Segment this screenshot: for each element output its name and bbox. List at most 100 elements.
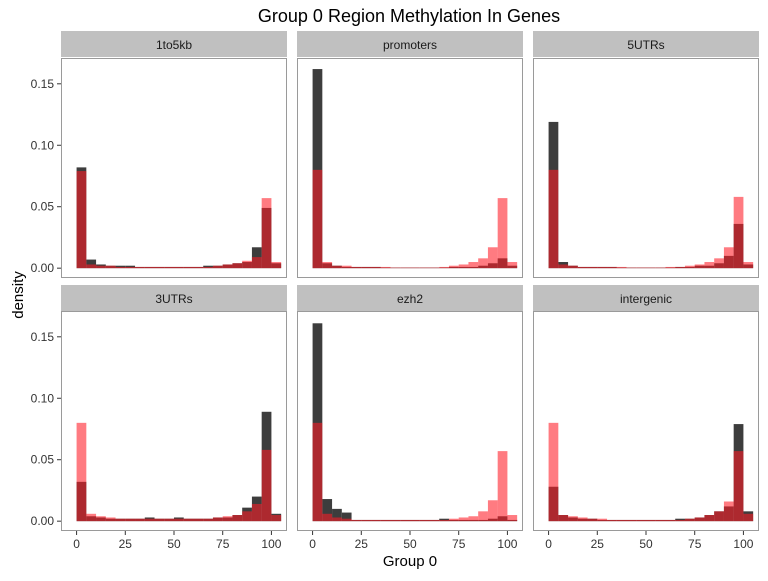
x-tick-label: 75 [452, 537, 466, 551]
bar-red [616, 519, 627, 522]
x-tick-label: 0 [309, 537, 316, 551]
x-tick-label: 75 [216, 537, 230, 551]
x-tick-label: 25 [591, 537, 605, 551]
bar-red [86, 264, 97, 269]
bar-red [86, 513, 97, 522]
x-axis-label: Group 0 [383, 553, 437, 570]
bar-dark [341, 512, 352, 522]
bar-red [96, 516, 106, 522]
bar-red [487, 247, 498, 269]
bar-red [410, 519, 420, 522]
bar-red [665, 266, 676, 269]
bar-dark [312, 323, 323, 522]
bar-dark [86, 259, 97, 269]
panel-background [297, 311, 523, 531]
bar-red [76, 171, 87, 269]
panel-border [297, 311, 523, 531]
bar-red [135, 518, 145, 522]
bar-red [587, 518, 598, 522]
bar-red [371, 519, 381, 522]
bar-red [322, 262, 333, 269]
bar-red [183, 266, 194, 269]
bar-red [115, 518, 126, 522]
bar-red [626, 267, 637, 269]
bar-red [429, 267, 440, 269]
bar-red [558, 264, 569, 269]
bar-red [597, 518, 608, 522]
bar-red [468, 516, 479, 522]
bar-red [261, 198, 272, 269]
panel-border [297, 58, 523, 278]
panel-background [297, 58, 523, 278]
bar-red [242, 260, 252, 269]
bar-red [743, 513, 754, 522]
x-tick-label: 0 [73, 537, 80, 551]
bar-red [222, 516, 233, 522]
bar-red [115, 266, 126, 269]
bar-red [341, 265, 352, 269]
facet-strip-label: promoters [383, 38, 437, 52]
bar-red [497, 198, 508, 269]
bar-red [203, 266, 213, 269]
bar-red [174, 266, 184, 269]
x-tick-label: 100 [733, 537, 753, 551]
bar-red [271, 515, 282, 522]
bar-red [478, 258, 488, 269]
y-tick-label: 0.05 [31, 200, 55, 214]
bar-red [636, 519, 646, 522]
bar-red [174, 518, 184, 522]
panel-border [533, 311, 759, 531]
bar-red [351, 519, 362, 522]
bar-red [646, 267, 656, 269]
facet-panel-ezh2: ezh2 0 25 50 75 100 [297, 285, 523, 551]
facet-panel-3utrs: 3UTRs 0.00 0.05 0.10 0.15 0 25 50 75 100 [31, 285, 287, 551]
bar-red [341, 518, 352, 522]
bar-red [568, 516, 578, 522]
bar-red [361, 519, 372, 522]
bar-dark [322, 499, 333, 522]
bar-red [390, 267, 401, 269]
bar-red [655, 519, 666, 522]
bar-red [448, 265, 459, 269]
bar-red [144, 518, 155, 522]
bar-red [577, 517, 588, 522]
facet-panel-5utrs: 5UTRs [533, 31, 759, 278]
bar-red [675, 266, 685, 269]
bar-red [380, 519, 391, 522]
x-tick-label: 25 [355, 537, 369, 551]
facet-panel-1to5kb: 1to5kb 0.00 0.05 0.10 0.15 [31, 31, 287, 278]
bar-red [312, 169, 323, 269]
bar-red [616, 266, 627, 269]
bar-red [164, 266, 174, 269]
panel-background [533, 58, 759, 278]
y-tick-label: 0.00 [31, 514, 55, 528]
bar-red [105, 517, 116, 522]
x-tick-label: 25 [119, 537, 133, 551]
x-tick-label: 100 [261, 537, 281, 551]
panel-background [533, 311, 759, 531]
facet-strip [533, 31, 759, 57]
bar-red [261, 449, 272, 522]
bar-red [655, 267, 666, 269]
bar-red [312, 422, 323, 522]
bar-red [694, 517, 705, 522]
bar-red [242, 511, 252, 522]
bar-red [193, 266, 204, 269]
facet-panel-intergenic: intergenic 0 25 50 75 100 [533, 285, 759, 551]
bar-red [429, 519, 440, 522]
bar-red [684, 265, 695, 269]
bar-red [636, 267, 646, 269]
bar-red [733, 451, 744, 522]
panel-background [61, 58, 287, 278]
panel-background [61, 311, 287, 531]
bar-red [361, 266, 372, 269]
bar-red [723, 501, 734, 522]
bar-red [419, 519, 430, 522]
x-tick-label: 100 [497, 537, 517, 551]
bar-dark [332, 508, 342, 522]
bar-red [733, 196, 744, 269]
y-axis-label: density [10, 271, 27, 319]
bar-red [626, 519, 637, 522]
bar-red [203, 518, 213, 522]
